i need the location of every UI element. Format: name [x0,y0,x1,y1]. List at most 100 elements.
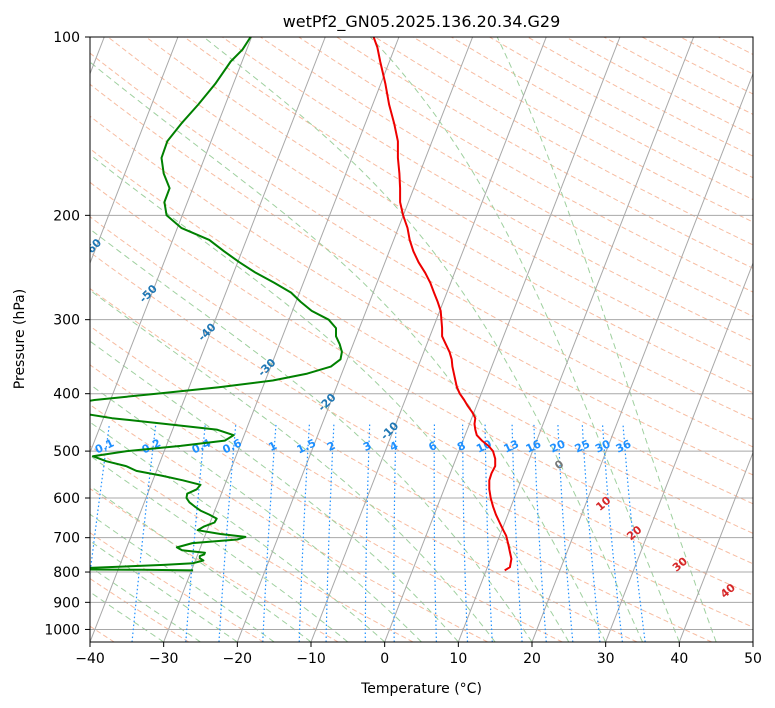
moist-adiabat-label: 40 [718,581,738,601]
mixing-ratio-label: 0.6 [221,436,244,456]
moist-adiabat [90,421,386,642]
moist-adiabat [203,37,643,642]
dry-adiabat [641,37,753,95]
x-tick-label: −20 [223,651,253,667]
dry-adiabat [90,148,753,534]
isotherm-label: -40 [195,320,218,343]
mixing-ratio-label: 13 [502,437,521,455]
mixing-ratio-line [131,423,157,642]
dry-adiabat [527,37,753,157]
y-tick-label: 900 [53,595,80,611]
moist-adiabat [90,228,533,642]
y-tick-label: 300 [53,313,80,329]
dry-adiabat [145,37,753,394]
y-tick-label: 800 [53,565,80,581]
moist-adiabat-label: 20 [624,523,644,543]
series-layer [90,37,513,572]
isotherm-line [310,37,547,642]
mixing-ratio-label: 36 [614,437,634,455]
x-tick-label: 0 [380,651,389,667]
mixing-ratio-label: 16 [524,437,544,455]
mixing-ratio-label: 1.5 [295,436,318,456]
y-tick-label: 700 [53,531,80,547]
dewpoint-profile [90,37,343,572]
mixing-ratio-line [325,423,335,642]
moist-adiabat [90,591,164,642]
moist-adiabat [90,485,312,642]
moist-adiabat [90,383,422,642]
mixing-ratio-label: 1 [267,439,279,454]
mixing-ratio-label: 8 [455,439,467,454]
mixing-ratio-label: 2 [325,439,337,454]
moist-adiabat [90,540,238,642]
isotherm-label: -10 [378,419,401,442]
isotherm-line [236,37,474,642]
y-tick-label: 100 [53,30,80,46]
isotherm-line [678,451,753,642]
moist-adiabat-label: 0 [552,457,566,472]
grid-layer [90,37,753,642]
mixing-ratio-line [557,423,574,642]
dry-adiabat [107,37,753,421]
dry-adiabat [718,37,753,55]
plot-frame [89,36,754,643]
x-axis-label: Temperature (°C) [360,681,482,697]
moist-adiabat [90,566,201,642]
dry-adiabat [90,577,190,642]
dry-adiabat [336,37,753,269]
dry-adiabat [565,37,753,136]
isotherm-label: -50 [137,282,160,305]
x-tick-label: 10 [449,651,467,667]
dry-adiabat [90,404,488,642]
isotherm-line [163,37,400,642]
dry-adiabat [90,83,753,476]
isotherm-line [605,261,753,642]
mixing-ratio-line [298,423,310,642]
temperature-profile [372,37,513,572]
mixing-ratio-label: 0.4 [190,436,213,456]
mixing-ratio-label: 30 [593,437,613,455]
x-tick-label: −40 [75,651,105,667]
moist-adiabat-label: 30 [670,554,690,574]
mixing-ratio-line [262,423,277,642]
moist-adiabat [496,37,717,642]
moist-adiabat [90,340,459,642]
dry-adiabat [412,37,753,223]
dry-adiabat [90,216,753,596]
x-tick-label: −30 [149,651,179,667]
moist-adiabat [90,154,570,642]
dry-adiabat [90,288,712,642]
isotherm-line [90,37,326,642]
mixing-ratio-line [511,423,523,642]
moist-adiabat [369,37,680,642]
dry-adiabat [90,487,339,642]
isotherm-line [752,640,753,642]
isotherm-line [384,37,621,642]
isotherm-label: -70 [26,188,49,211]
mixing-ratio-label: 6 [427,439,440,454]
x-tick-label: 40 [670,651,688,667]
mixing-ratio-line [433,424,437,642]
x-tick-label: 50 [744,651,762,667]
mixing-ratio-line [484,423,493,642]
y-axis-label: Pressure (hPa) [12,289,28,389]
mixing-ratio-line [364,423,371,642]
moist-adiabat [90,289,496,642]
dry-adiabat [90,325,638,642]
isotherm-label: -30 [255,356,278,379]
dry-adiabat [90,251,753,628]
moist-adiabat [90,513,275,642]
mixing-ratio-label: 25 [573,437,592,455]
mixing-ratio-label: 4 [388,439,401,454]
moist-adiabat [90,455,349,642]
mixing-ratio-label: 3 [361,439,373,454]
y-tick-label: 500 [53,444,80,460]
dry-adiabat [679,37,753,75]
isotherm-line [90,37,179,265]
mixing-ratio-line [185,423,206,642]
mixing-ratio-label: 0.2 [140,436,163,456]
isotherm-line [457,37,695,642]
x-tick-label: 20 [523,651,541,667]
y-tick-label: 1000 [44,622,80,638]
dry-adiabat [222,37,753,342]
